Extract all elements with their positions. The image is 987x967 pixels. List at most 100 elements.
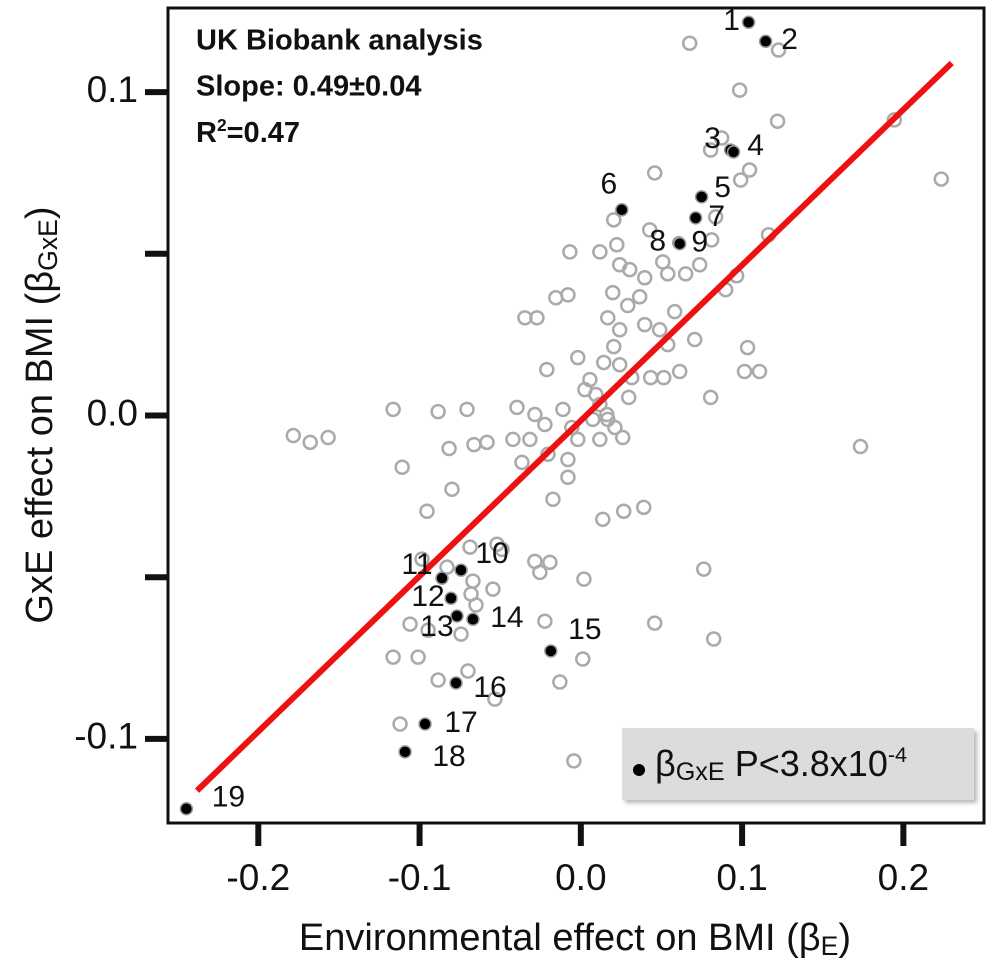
highlight-point [418,717,432,731]
point-label: 3 [704,122,721,155]
highlight-point [466,612,480,626]
point [532,564,548,581]
highlight-point [758,34,773,49]
point-label: 4 [747,129,764,162]
point [320,429,336,446]
point [599,406,615,423]
point [430,672,446,688]
point [570,431,586,448]
point [732,172,749,188]
point-label: 11 [401,548,432,581]
point [605,338,622,355]
highlight-point [398,745,412,759]
point [385,401,401,418]
point [509,399,525,416]
point [487,691,503,707]
point [736,363,753,380]
point [560,287,576,303]
point [494,541,510,558]
point [564,419,580,436]
point [703,232,720,248]
point [527,406,543,423]
highlight-point [726,145,741,159]
legend-label-part: -4 [888,742,907,767]
point [611,356,628,373]
x-tick-label: -0.1 [388,857,452,898]
point [575,651,591,667]
point [607,419,623,436]
point [392,716,408,732]
point [660,266,676,282]
point [620,389,637,406]
point [441,440,457,457]
point-label: 8 [649,225,666,258]
point-label: 19 [212,781,245,814]
point-label: 1 [723,4,740,37]
point [539,361,555,378]
highlight-point [544,644,558,658]
highlight-point [444,591,458,605]
x-tick-label: 0.0 [555,857,606,898]
point [686,331,703,348]
point [414,551,430,567]
point [419,503,435,519]
point [394,459,410,475]
point [542,554,558,571]
point [562,244,578,260]
annotation: UK Biobank analysis [196,25,483,57]
highlight-point [615,203,629,217]
legend-label-part: GxE [676,758,725,786]
point [635,499,652,516]
point [592,431,608,448]
highlight-point [454,563,468,577]
x-axis-label-part: E [821,931,839,961]
y-tick-label: 0.1 [87,69,138,110]
point-label: 2 [781,23,798,56]
point-label: 18 [432,740,465,773]
point [529,310,545,326]
point [545,491,561,508]
legend-label: βGxE P<3.8x10-4 [655,742,907,786]
point [651,322,668,338]
y-tick-label: 0.0 [87,392,138,433]
point-label: 10 [475,537,508,570]
point [537,613,553,629]
point [671,363,688,380]
legend-box [622,728,974,800]
point-label: 15 [568,613,601,646]
point [595,511,611,528]
point [600,310,616,326]
point [641,222,658,238]
x-axis-label-part: ) [838,917,851,959]
point [933,171,950,187]
point [430,403,446,420]
point [302,434,318,451]
point [460,663,476,679]
y-axis-label: GxE effect on BMI (βGxE) [19,206,63,623]
point [537,416,553,433]
point-label: 6 [600,168,617,201]
annotation-part: R [196,117,217,149]
point [444,481,460,497]
point [852,438,869,455]
point-label: 12 [411,580,444,613]
point [485,581,501,597]
point [731,82,748,98]
point-label: 7 [708,200,725,233]
point [605,284,621,301]
point-label: 5 [714,171,731,204]
x-tick-label: -0.2 [226,857,290,898]
point [681,35,698,52]
point [560,469,576,486]
point [695,561,712,577]
point [402,616,418,632]
highlight-point [672,237,687,251]
point [707,209,724,225]
point [609,236,625,253]
highlight-point [688,211,703,225]
point [595,354,612,371]
highlight-point [694,190,709,204]
point-label: 9 [691,226,708,259]
annotation: Slope: 0.49±0.04 [196,71,421,103]
